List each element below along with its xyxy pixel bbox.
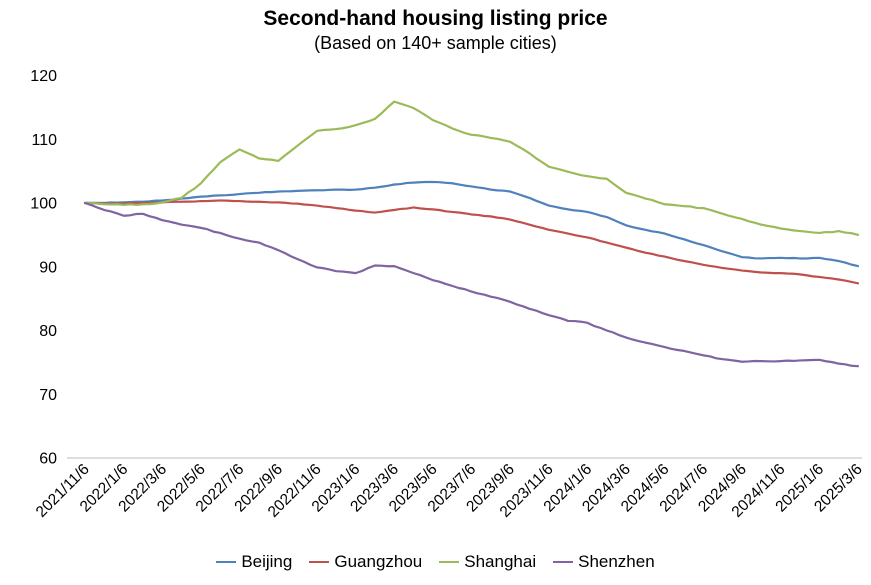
series-line-guangzhou <box>83 199 860 285</box>
series-line-shenzhen <box>83 201 860 368</box>
legend: Beijing Guangzhou Shanghai Shenzhen <box>0 552 871 572</box>
legend-swatch-icon <box>216 560 237 564</box>
y-tick-label: 90 <box>39 259 57 276</box>
chart-subtitle: (Based on 140+ sample cities) <box>314 33 557 53</box>
y-tick-label: 80 <box>39 323 57 340</box>
legend-swatch-icon <box>553 560 574 564</box>
legend-label: Beijing <box>241 552 293 571</box>
y-tick-label: 100 <box>30 196 57 213</box>
legend-swatch-icon <box>439 560 460 564</box>
chart-title: Second-hand housing listing price <box>263 7 608 30</box>
legend-item-shenzhen: Shenzhen <box>553 552 655 572</box>
legend-label: Guangzhou <box>334 552 423 571</box>
legend-item-shanghai: Shanghai <box>439 552 536 572</box>
y-tick-label: 70 <box>39 387 57 404</box>
legend-swatch-icon <box>309 560 330 564</box>
legend-item-guangzhou: Guangzhou <box>309 552 422 572</box>
legend-item-beijing: Beijing <box>216 552 292 572</box>
y-tick-label: 60 <box>39 451 57 468</box>
legend-label: Shenzhen <box>578 552 655 571</box>
series-line-shanghai <box>83 100 860 236</box>
y-tick-label: 110 <box>31 132 57 149</box>
y-tick-label: 120 <box>30 68 57 85</box>
legend-label: Shanghai <box>464 552 537 571</box>
series-line-beijing <box>83 180 860 268</box>
